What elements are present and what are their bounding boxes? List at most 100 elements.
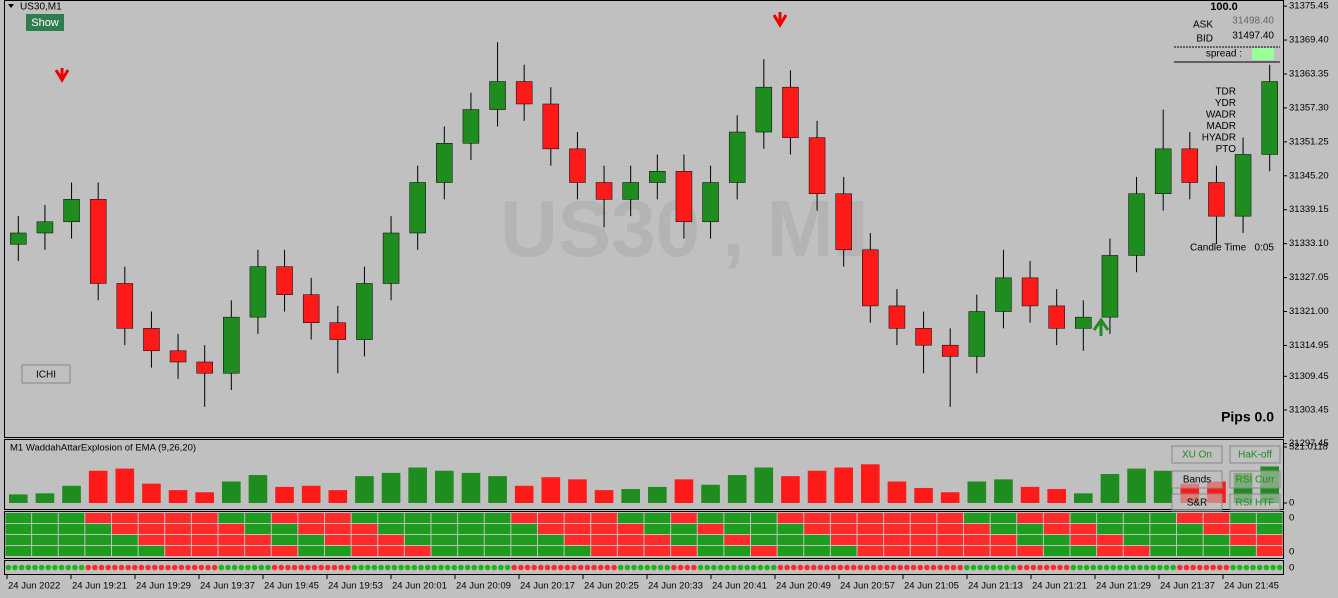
signal-dot <box>651 564 657 571</box>
signal-cell <box>1017 524 1043 534</box>
signal-cell <box>884 513 910 523</box>
signal-cell <box>1097 535 1123 545</box>
signal-dot <box>291 564 298 571</box>
signal-cell <box>431 546 458 556</box>
y-tick-label: 31339.15 <box>1289 204 1329 215</box>
signal-dot <box>245 564 251 571</box>
signal-dot <box>1250 564 1256 571</box>
signal-cell <box>85 524 111 534</box>
signal-cell <box>245 524 271 534</box>
info-row-label: PTO <box>1216 144 1237 155</box>
signal-cell <box>1097 513 1123 523</box>
signal-cell <box>564 513 591 523</box>
signal-cell <box>511 524 537 534</box>
signal-dot <box>1150 564 1157 571</box>
signal-dot <box>1130 564 1137 571</box>
signal-dot <box>877 564 884 571</box>
candle-body <box>223 316 240 374</box>
candle-body <box>782 86 799 138</box>
signal-dot <box>770 564 777 571</box>
signal-dot <box>1063 564 1070 571</box>
x-tick-label: 24 Jun 19:45 <box>264 581 319 592</box>
signal-dot <box>5 564 12 571</box>
signal-cell <box>697 535 724 545</box>
candle-body <box>941 344 959 357</box>
signal-dot <box>711 564 717 571</box>
indicator-button[interactable] <box>1229 493 1281 512</box>
signal-dot <box>285 564 291 571</box>
signal-cell <box>1230 513 1256 523</box>
signal-dot <box>724 564 731 571</box>
candle-body <box>169 350 187 363</box>
histogram-bar <box>355 476 374 503</box>
signal-cell <box>671 535 697 545</box>
sell-arrow <box>772 12 788 28</box>
signal-cell <box>1043 513 1070 523</box>
signal-cell <box>325 524 351 534</box>
signal-dot <box>631 564 637 571</box>
signal-dot <box>344 564 351 571</box>
ichi-button[interactable] <box>21 364 71 384</box>
signal-cell <box>644 546 671 556</box>
signal-cell <box>458 524 484 534</box>
signal-cell <box>617 524 644 534</box>
signal-dot <box>571 564 577 571</box>
signal-dot <box>810 564 817 571</box>
signal-dot <box>278 564 285 571</box>
signal-cell <box>404 546 431 556</box>
signal-cell <box>298 535 324 545</box>
histogram-bar <box>35 493 55 503</box>
indicator-button[interactable] <box>1171 470 1223 489</box>
indicator-button[interactable] <box>1229 470 1281 489</box>
histogram-bar <box>727 475 747 503</box>
signal-cell <box>325 513 351 523</box>
signal-dot <box>398 564 404 571</box>
signal-cell <box>1097 546 1123 556</box>
signal-cell <box>1256 535 1283 545</box>
signal-dot <box>404 564 411 571</box>
signal-cell <box>937 546 963 556</box>
signal-cell <box>165 546 191 556</box>
signal-cell <box>404 535 431 545</box>
signal-dot <box>112 564 118 571</box>
histogram-bar <box>8 494 28 503</box>
signal-dot <box>52 564 58 571</box>
histogram-bar <box>1100 473 1120 503</box>
signal-dot <box>1177 564 1183 571</box>
signal-cell <box>378 546 404 556</box>
x-tick-label: 24 Jun 20:33 <box>648 581 703 592</box>
y-tick-label: 31309.45 <box>1289 371 1329 382</box>
signal-cell <box>404 524 431 534</box>
histogram-bar <box>674 479 694 503</box>
candle-body <box>622 182 639 200</box>
signal-dot <box>458 564 464 571</box>
signal-cell <box>1203 535 1230 545</box>
signal-cell <box>85 546 111 556</box>
x-tick-label: 24 Jun 20:01 <box>392 581 447 592</box>
histogram-bar <box>781 476 800 503</box>
candle-body <box>1128 193 1145 256</box>
candle-body <box>409 182 426 234</box>
show-button[interactable] <box>26 14 64 31</box>
signal-cell <box>777 513 804 523</box>
signal-cell <box>564 524 591 534</box>
signal-cell <box>1203 513 1230 523</box>
indicator-button[interactable] <box>1171 445 1223 464</box>
signal-cell <box>1123 535 1150 545</box>
signal-cell <box>431 513 458 523</box>
candle-body <box>196 361 213 374</box>
signal-dot <box>191 564 198 571</box>
candle-body <box>143 328 160 352</box>
y-tick-label: 31314.95 <box>1289 340 1329 351</box>
signal-dot <box>704 564 711 571</box>
signal-dot <box>318 564 324 571</box>
indicator-button[interactable] <box>1229 445 1281 464</box>
candle-body <box>1181 148 1199 183</box>
signal-dot <box>837 564 844 571</box>
indicator-button[interactable] <box>1171 493 1223 512</box>
signal-dot <box>65 564 72 571</box>
signal-dot <box>1057 564 1063 571</box>
signal-cell <box>1097 524 1123 534</box>
signal-dot <box>1123 564 1130 571</box>
signal-cell <box>1203 546 1230 556</box>
